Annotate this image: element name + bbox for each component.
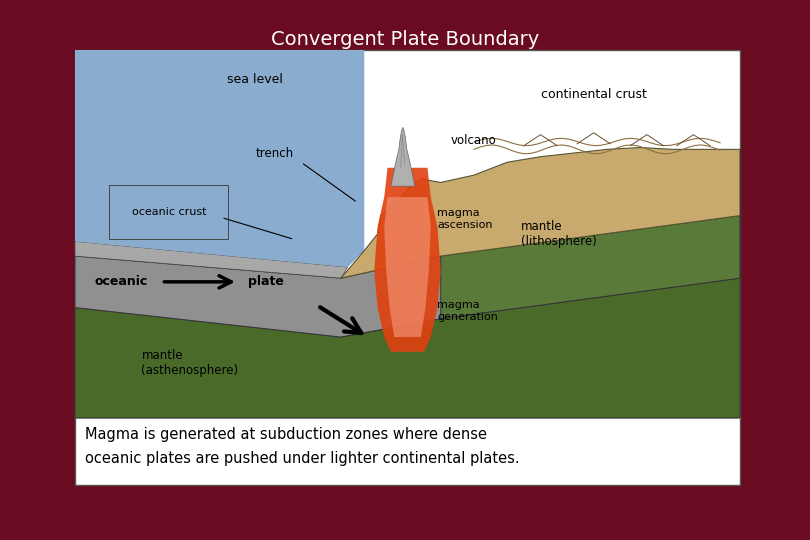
Text: Magma is generated at subduction zones where dense: Magma is generated at subduction zones w…: [85, 428, 487, 442]
Text: magma
ascension: magma ascension: [437, 208, 493, 230]
Text: sea level: sea level: [227, 73, 283, 86]
Text: oceanic plates are pushed under lighter continental plates.: oceanic plates are pushed under lighter …: [85, 450, 520, 465]
Text: magma
generation: magma generation: [437, 300, 498, 322]
Text: volcano: volcano: [450, 134, 497, 147]
Polygon shape: [341, 215, 740, 337]
Polygon shape: [75, 278, 740, 418]
Polygon shape: [384, 197, 431, 337]
Polygon shape: [75, 241, 347, 278]
Bar: [75, 50, 740, 485]
Text: continental crust: continental crust: [541, 87, 646, 100]
Text: mantle
(lithosphere): mantle (lithosphere): [521, 220, 596, 248]
Text: mantle
(asthenosphere): mantle (asthenosphere): [142, 349, 239, 377]
Polygon shape: [341, 147, 740, 278]
Polygon shape: [75, 256, 441, 337]
Text: oceanic: oceanic: [95, 275, 148, 288]
Polygon shape: [391, 127, 415, 186]
Polygon shape: [374, 168, 441, 352]
Text: plate: plate: [248, 275, 284, 288]
Text: oceanic crust: oceanic crust: [131, 207, 206, 217]
Text: Convergent Plate Boundary: Convergent Plate Boundary: [271, 30, 539, 49]
Polygon shape: [75, 50, 364, 267]
Text: trench: trench: [255, 146, 293, 159]
